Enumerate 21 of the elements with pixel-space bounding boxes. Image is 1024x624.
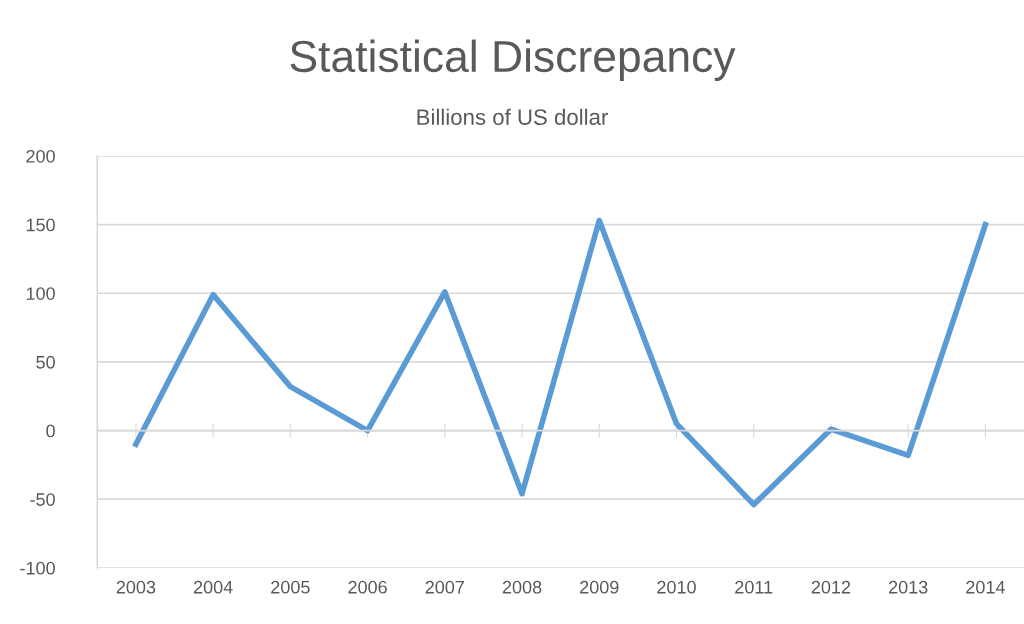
y-tick-label: 200	[26, 149, 55, 163]
x-tick-label: 2004	[193, 580, 233, 594]
x-tick-label: 2011	[735, 580, 773, 594]
x-tick-label: 2012	[811, 580, 851, 594]
x-tick-label: 2013	[888, 580, 928, 594]
x-tick-label: 2014	[966, 580, 1005, 594]
chart-title: Statistical Discrepancy	[290, 39, 736, 81]
x-tick-label: 2003	[116, 580, 156, 594]
x-tick-label: 2005	[271, 580, 310, 594]
x-tick-label: 2008	[502, 580, 542, 594]
x-tick-label: 2006	[348, 580, 387, 594]
x-tick-label: 2009	[580, 580, 619, 594]
y-tick-label: 50	[36, 355, 55, 369]
y-tick-label: 100	[26, 287, 55, 300]
chart-subtitle: Billions of US dollar	[417, 108, 608, 126]
y-tick-label: -100	[20, 561, 55, 575]
x-tick-label: 2010	[657, 580, 696, 594]
y-tick-label: -50	[30, 493, 55, 506]
x-tick-label: 2007	[425, 580, 464, 594]
y-tick-label: 0	[46, 424, 55, 438]
y-tick-label: 150	[26, 218, 55, 232]
